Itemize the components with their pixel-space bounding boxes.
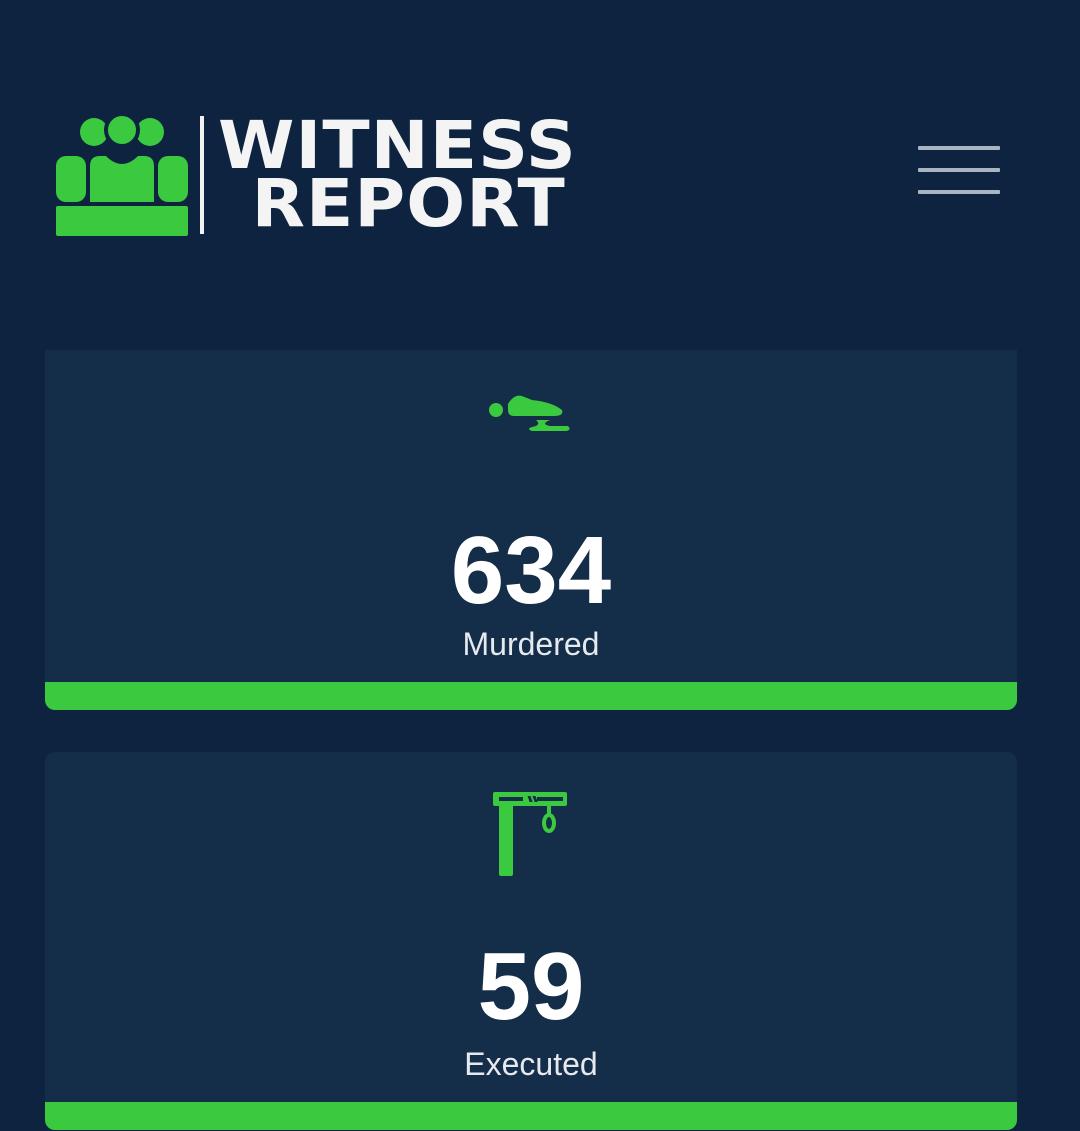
logo-line-2: REPORT [251,164,566,242]
accent-bar [45,682,1017,710]
executed-label: Executed [464,1046,598,1082]
site-logo[interactable]: WITNESS REPORT [56,112,576,237]
hamburger-menu-icon[interactable] [918,146,1000,198]
logo-line-1: WITNESS [218,106,577,184]
logo-divider [200,115,204,234]
logo-text: WITNESS REPORT [218,112,576,236]
murdered-label: Murdered [462,626,600,662]
murdered-body-icon [489,395,570,431]
accent-bar [45,1102,1017,1130]
executed-count: 59 [477,933,585,1040]
murdered-count: 634 [450,517,612,624]
people-group-icon [56,112,188,236]
stat-card-executed: 59 Executed [45,752,1017,1130]
stat-card-murdered: 634 Murdered [45,350,1017,710]
gallows-icon [493,792,567,876]
